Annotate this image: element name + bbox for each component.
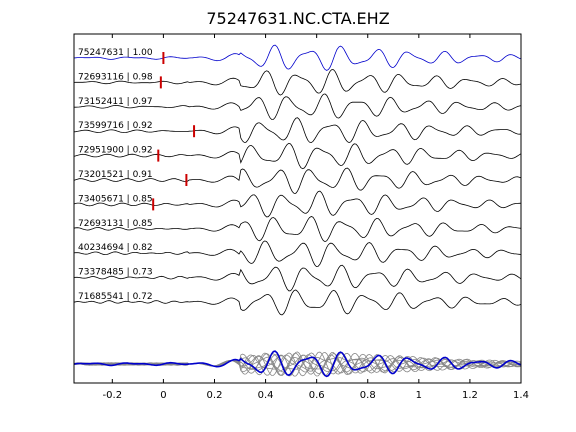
trace-73378485	[73, 264, 522, 292]
stack-layer	[73, 350, 522, 378]
trace-72693131	[73, 216, 522, 243]
trace-72693116	[73, 69, 522, 96]
trace-71685541	[73, 289, 522, 316]
trace-label-71685541: 71685541 | 0.72	[78, 292, 153, 302]
trace-label-73152411: 73152411 | 0.97	[78, 97, 153, 107]
trace-label-73201521: 73201521 | 0.91	[78, 170, 153, 180]
x-tick-label: 1	[416, 390, 422, 401]
x-tick-label: -0.2	[103, 390, 123, 401]
stack-trace-73201521	[73, 352, 522, 377]
trace-label-72693116: 72693116 | 0.98	[78, 72, 153, 82]
x-tick-label: 0.8	[360, 390, 376, 401]
x-axis: -0.2 0 0.2 0.4 0.6 0.8 1 1.2 1.4	[103, 34, 529, 401]
x-tick-label: 1.4	[513, 390, 529, 401]
trace-73405671	[73, 190, 522, 218]
plot-area-frame	[73, 33, 522, 384]
trace-73201521	[73, 167, 522, 194]
x-tick-label: 0.2	[207, 390, 223, 401]
trace-label-40234694: 40234694 | 0.82	[78, 243, 153, 253]
trace-40234694	[73, 240, 522, 268]
x-tick-label: 0.6	[309, 390, 325, 401]
trace-label-75247631: 75247631 | 1.00	[78, 48, 153, 58]
x-tick-label: 1.2	[462, 390, 478, 401]
trace-label-73599716: 73599716 | 0.92	[78, 121, 153, 131]
chart-title: 75247631.NC.CTA.EHZ	[206, 9, 389, 28]
traces-layer	[73, 44, 522, 316]
x-tick-label: 0.4	[258, 390, 274, 401]
trace-label-73378485: 73378485 | 0.73	[78, 268, 153, 278]
picks-layer	[152, 52, 196, 211]
trace-label-73405671: 73405671 | 0.85	[78, 194, 153, 204]
trace-label-72693131: 72693131 | 0.85	[78, 219, 153, 229]
trace-73599716	[73, 117, 522, 144]
trace-label-72951900: 72951900 | 0.92	[78, 146, 153, 156]
x-tick-label: 0	[160, 390, 166, 401]
trace-72951900	[73, 142, 522, 170]
stack-reference-trace	[73, 350, 522, 378]
trace-labels: 75247631 | 1.00 72693116 | 0.98 73152411 |…	[78, 48, 153, 302]
trace-75247631	[73, 44, 522, 71]
trace-73152411	[74, 93, 522, 120]
